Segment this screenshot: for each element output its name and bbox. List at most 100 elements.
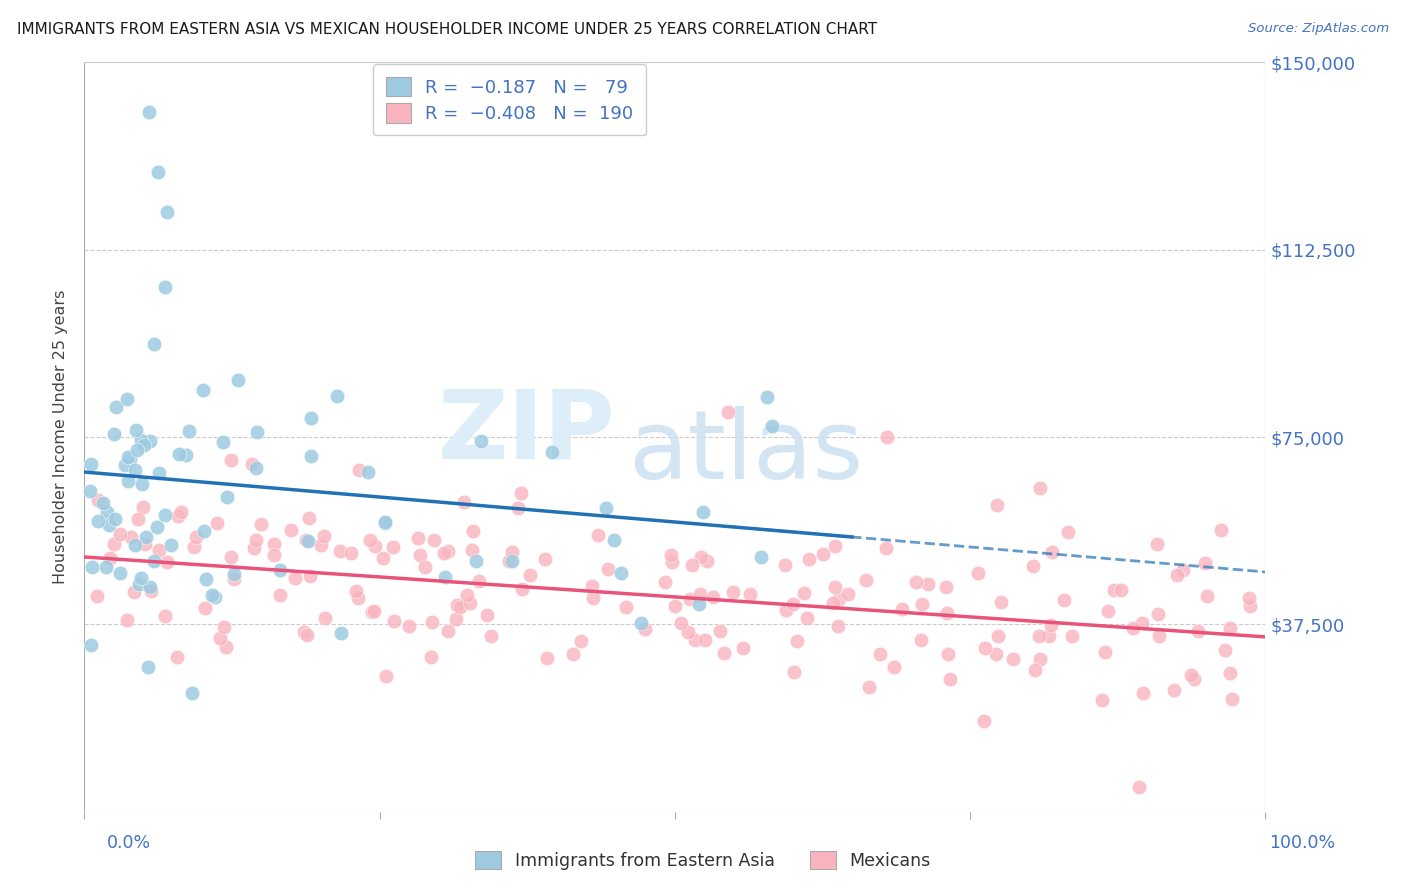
Point [143, 337, 166, 351]
Point [1001, 652, 1024, 666]
Point [634, 622, 657, 636]
Point [193, 384, 215, 398]
Point [170, 505, 193, 519]
Point [263, 549, 285, 563]
Point [468, 574, 491, 589]
Point [689, 587, 711, 601]
Point [596, 562, 619, 576]
Point [186, 531, 208, 545]
Point [139, 580, 162, 594]
Point [713, 646, 735, 660]
Point [108, 527, 131, 541]
Point [823, 596, 845, 610]
Point [1057, 525, 1080, 540]
Point [131, 571, 153, 585]
Point [1219, 621, 1241, 635]
Point [858, 681, 880, 695]
Point [1029, 481, 1052, 495]
Point [1180, 668, 1202, 682]
Point [783, 665, 806, 680]
Point [87, 492, 110, 507]
Point [222, 567, 245, 582]
Point [891, 602, 914, 616]
Point [217, 491, 239, 505]
Point [696, 554, 718, 568]
Point [479, 629, 502, 643]
Point [614, 600, 637, 615]
Point [453, 495, 475, 509]
Point [973, 714, 995, 728]
Point [661, 555, 683, 569]
Point [117, 392, 139, 407]
Point [876, 541, 898, 555]
Point [533, 552, 555, 566]
Point [688, 597, 710, 611]
Point [582, 591, 605, 606]
Point [269, 564, 291, 578]
Point [1163, 683, 1185, 698]
Point [1053, 592, 1076, 607]
Point [595, 501, 617, 516]
Point [127, 512, 149, 526]
Point [449, 599, 471, 614]
Point [702, 590, 724, 604]
Point [676, 624, 699, 639]
Point [824, 539, 846, 553]
Point [115, 613, 138, 627]
Point [837, 587, 859, 601]
Point [1128, 780, 1150, 794]
Point [905, 574, 928, 589]
Point [382, 541, 405, 555]
Point [669, 616, 692, 631]
Point [87, 514, 110, 528]
Point [134, 537, 156, 551]
Point [299, 410, 322, 425]
Point [148, 467, 170, 481]
Point [1060, 629, 1083, 643]
Point [536, 651, 558, 665]
Point [398, 619, 420, 633]
Point [346, 584, 368, 599]
Point [1197, 589, 1219, 603]
Point [347, 463, 370, 477]
Point [458, 596, 481, 610]
Point [935, 580, 957, 594]
Point [125, 423, 148, 437]
Point [174, 448, 197, 462]
Point [456, 588, 478, 602]
Point [1239, 599, 1261, 613]
Point [340, 545, 363, 559]
Point [117, 450, 139, 465]
Point [419, 650, 441, 665]
Point [166, 649, 188, 664]
Point [1182, 672, 1205, 686]
Point [987, 630, 1010, 644]
Point [219, 550, 242, 565]
Point [364, 539, 387, 553]
Point [1097, 604, 1119, 618]
Point [986, 647, 1008, 661]
Point [212, 620, 235, 634]
Point [103, 426, 125, 441]
Point [347, 591, 370, 605]
Point [330, 626, 353, 640]
Point [793, 586, 815, 600]
Point [436, 624, 458, 638]
Point [298, 510, 321, 524]
Point [226, 373, 249, 387]
Point [136, 660, 159, 674]
Point [208, 631, 231, 645]
Point [1213, 642, 1236, 657]
Point [1039, 618, 1062, 632]
Point [470, 434, 492, 449]
Y-axis label: Householder Income Under 25 years: Householder Income Under 25 years [53, 290, 69, 584]
Point [1146, 607, 1168, 621]
Point [292, 624, 315, 639]
Point [422, 533, 444, 548]
Point [124, 463, 146, 477]
Point [498, 554, 520, 568]
Point [215, 640, 238, 655]
Legend: Immigrants from Eastern Asia, Mexicans: Immigrants from Eastern Asia, Mexicans [467, 843, 939, 879]
Point [939, 672, 962, 686]
Point [406, 531, 429, 545]
